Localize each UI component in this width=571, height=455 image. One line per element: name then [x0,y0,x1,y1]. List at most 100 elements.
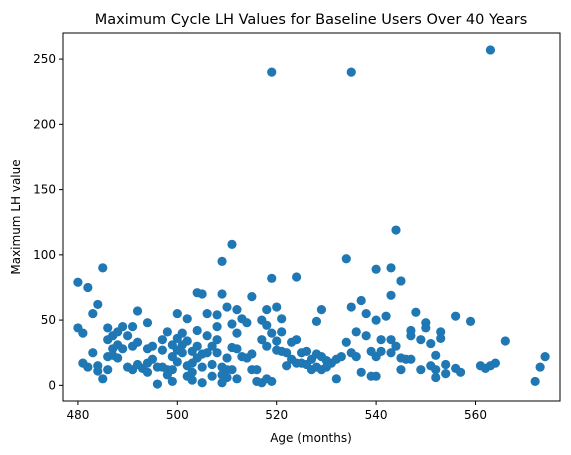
data-point [247,349,257,359]
data-point [118,322,128,332]
data-point [227,319,237,329]
data-point [127,322,138,332]
data-point [197,289,207,299]
chart-title: Maximum Cycle LH Values for Baseline Use… [95,12,528,28]
data-point [147,341,158,351]
data-point [207,359,217,370]
data-point [535,362,545,372]
data-point [98,263,108,273]
data-point [431,372,441,383]
y-axis: 0 50 100 150 200 250 [33,52,63,392]
data-point [167,376,177,387]
data-point [267,67,277,77]
data-point [227,239,237,249]
data-point [456,367,466,377]
data-point [217,289,227,299]
data-point [103,365,113,375]
data-point [192,341,202,351]
y-tick-label: 200 [33,117,56,131]
data-point [197,362,207,372]
data-point [416,365,426,375]
data-point [272,336,282,346]
x-tick-label: 480 [66,408,89,422]
data-point [282,348,292,358]
data-point [217,256,227,266]
data-point [187,367,197,377]
data-point [73,277,83,287]
data-point [157,335,167,345]
data-point [142,318,153,328]
data-point [381,311,391,321]
data-point [187,375,197,385]
data-point [341,337,351,347]
data-point [222,353,232,363]
data-point [222,302,232,312]
data-point [142,367,153,377]
x-axis: 480 500 520 540 560 [66,401,487,422]
data-point [212,322,222,332]
data-point [132,306,143,316]
data-point [83,362,93,372]
data-point [123,331,133,341]
data-point [207,341,217,351]
data-point [301,346,312,357]
data-point [291,272,302,282]
data-point [436,333,446,343]
data-point [182,314,192,324]
data-point [465,316,476,326]
data-point [351,327,361,337]
plot-frame [62,32,561,402]
data-point [316,305,327,315]
data-point [267,273,277,283]
data-point [406,331,416,341]
data-point [152,379,163,389]
data-point [490,358,500,368]
data-point [386,335,396,345]
data-point [207,371,217,381]
data-point [93,366,103,376]
data-point [177,328,187,338]
data-point [441,369,451,379]
data-point [88,348,98,358]
data-point [242,318,252,328]
data-point [78,328,88,338]
data-point [257,335,267,345]
data-point [202,331,212,341]
data-point [132,337,143,347]
data-point [162,327,172,337]
data-point [411,307,421,317]
data-point [182,336,192,346]
data-point [267,376,277,387]
data-point [426,338,436,349]
data-point [351,352,361,362]
data-point [336,352,346,362]
data-point [272,302,282,312]
data-point [540,352,550,362]
data-point [530,376,540,387]
data-point [346,67,356,77]
data-point [396,365,406,375]
data-point [500,336,510,346]
data-point [386,348,396,358]
data-point [83,282,93,293]
data-point [346,302,356,312]
data-point [441,359,451,370]
data-point [386,263,396,273]
data-point [386,290,396,300]
x-tick-label: 520 [265,408,288,422]
data-point [172,357,182,367]
data-point [356,367,366,377]
data-point [227,365,237,375]
data-point [396,276,406,286]
data-point [222,372,232,383]
data-point [98,374,108,384]
data-point [391,341,401,351]
data-point [192,325,202,336]
data-point [406,354,416,364]
data-point [331,374,341,384]
data-point [212,335,222,345]
data-point [232,344,242,354]
data-point [267,328,277,338]
data-point [436,327,446,337]
